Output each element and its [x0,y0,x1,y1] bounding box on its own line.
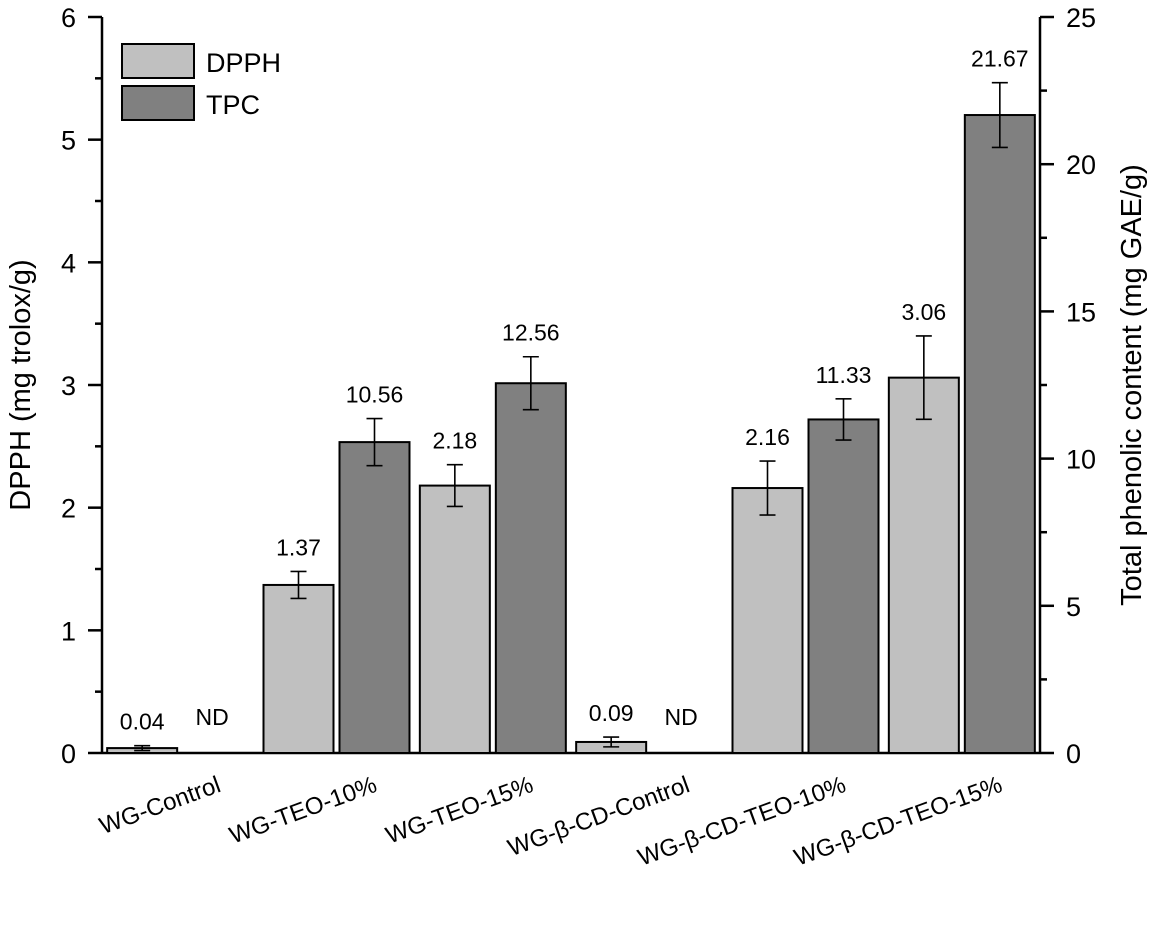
bars [106,81,1036,755]
legend-swatch-dpph [121,43,195,79]
data-label-tpc-nd: ND [665,704,698,730]
data-label-tpc: 21.67 [971,46,1029,72]
left-tick-label: 2 [61,494,76,524]
left-tick-label: 5 [61,126,76,156]
data-label-tpc-nd: ND [196,704,229,730]
data-label-dpph: 0.04 [120,709,165,735]
bar-dpph [418,484,491,754]
data-label-dpph: 2.16 [745,424,790,450]
data-label-tpc: 11.33 [816,362,872,388]
legend: DPPH TPC [121,43,281,121]
left-tick-label: 6 [61,3,76,33]
legend-swatch-tpc [121,85,195,121]
data-label-dpph: 0.09 [589,700,634,726]
left-tick-label: 0 [61,739,76,769]
bar-tpc [963,114,1036,754]
data-label-tpc: 10.56 [346,382,404,408]
data-label-tpc: 12.56 [502,320,560,346]
category-label: WG-Control [96,771,224,840]
axes: 0 1 2 3 4 5 6 0 5 10 15 20 25 DPPH (mg trolox/g) Total… [5,3,1148,769]
data-label-dpph: 1.37 [276,534,321,560]
left-tick-label: 1 [61,616,76,646]
right-tick-label: 5 [1066,592,1081,622]
category-label: WG-TEO-10% [226,771,381,849]
legend-label-dpph: DPPH [206,48,281,78]
bar-dpph [731,487,804,754]
right-tick-label: 10 [1066,445,1096,475]
right-tick-label: 25 [1066,3,1096,33]
right-tick-label: 20 [1066,150,1096,180]
bar-dpph [262,583,335,754]
left-tick-label: 4 [61,248,76,278]
y-axis-title: DPPH (mg trolox/g) [5,259,37,510]
right-tick-label: 0 [1066,739,1081,769]
bar-tpc [338,441,411,754]
data-label-dpph: 3.06 [901,299,946,325]
left-tick-label: 3 [61,371,76,401]
right-tick-label: 15 [1066,297,1096,327]
bar-tpc [807,418,880,754]
y2-axis-title: Total phenolic content (mg GAE/g) [1116,164,1148,606]
legend-label-tpc: TPC [206,90,260,120]
data-label-dpph: 2.18 [432,428,477,454]
bar-tpc [494,382,567,754]
bar-dpph [887,376,960,754]
